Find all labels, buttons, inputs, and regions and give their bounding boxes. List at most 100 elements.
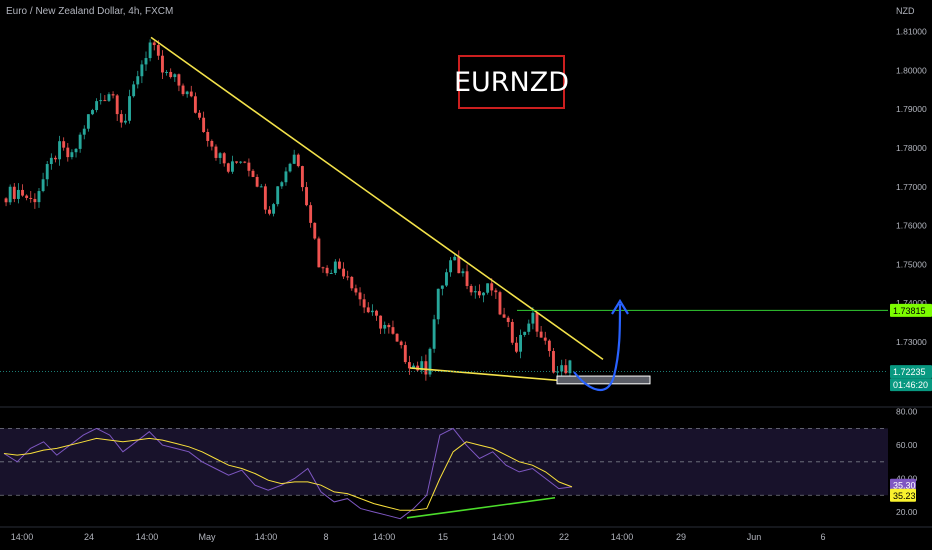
candle-body bbox=[420, 361, 424, 371]
candle-body bbox=[502, 314, 506, 318]
candle-body bbox=[514, 342, 518, 352]
candle-body bbox=[181, 85, 185, 95]
candle-body bbox=[189, 91, 193, 97]
candle-body bbox=[486, 283, 490, 293]
candle-body bbox=[354, 288, 358, 293]
candle-body bbox=[284, 171, 288, 183]
candle-body bbox=[263, 186, 267, 210]
candle-body bbox=[329, 273, 333, 275]
y-tick-label: 1.80000 bbox=[896, 65, 927, 75]
x-tick-label: 14:00 bbox=[611, 532, 634, 542]
candle-body bbox=[210, 140, 214, 147]
candle-body bbox=[366, 307, 370, 313]
candle-body bbox=[362, 299, 366, 308]
y-tick-label: 1.81000 bbox=[896, 27, 927, 37]
candle-body bbox=[288, 163, 292, 172]
candle-body bbox=[202, 117, 206, 133]
candle-body bbox=[165, 71, 169, 73]
x-tick-label: 14:00 bbox=[255, 532, 278, 542]
candle-body bbox=[309, 205, 313, 223]
candle-body bbox=[300, 166, 304, 188]
resistance-trendline bbox=[150, 36, 604, 361]
candle-body bbox=[111, 94, 115, 96]
pair-label-box bbox=[458, 55, 565, 109]
y-tick-label: 1.74000 bbox=[896, 298, 927, 308]
candle-body bbox=[395, 333, 399, 342]
target-level-badge bbox=[890, 303, 932, 317]
x-tick-label: 29 bbox=[676, 532, 686, 542]
x-tick-label: May bbox=[198, 532, 216, 542]
candle-body bbox=[4, 198, 8, 203]
candle-body bbox=[436, 288, 440, 320]
y-tick-label: 1.76000 bbox=[896, 221, 927, 231]
candle-body bbox=[259, 186, 263, 188]
candle-body bbox=[49, 157, 53, 165]
candle-body bbox=[531, 312, 535, 324]
candle-body bbox=[552, 351, 555, 373]
candle-body bbox=[457, 256, 461, 274]
candle-body bbox=[16, 189, 20, 199]
candle-body bbox=[321, 267, 325, 269]
y-tick-label: 1.77000 bbox=[896, 182, 927, 192]
x-tick-label: 15 bbox=[438, 532, 448, 542]
candle-body bbox=[494, 290, 498, 293]
candle-body bbox=[477, 291, 481, 296]
rsi-tick-label: 80.00 bbox=[896, 407, 918, 417]
candle-body bbox=[45, 164, 49, 180]
candle-body bbox=[177, 74, 181, 86]
candle-body bbox=[54, 157, 57, 160]
rsi-value-badge bbox=[890, 478, 916, 492]
candle-body bbox=[379, 315, 383, 329]
x-tick-label: 14:00 bbox=[11, 532, 34, 542]
candle-body bbox=[317, 238, 321, 268]
candle-body bbox=[123, 120, 127, 123]
last-price-text: 1.72235 bbox=[893, 367, 926, 377]
candle-body bbox=[490, 283, 494, 291]
candle-body bbox=[272, 204, 276, 214]
candle-body bbox=[156, 45, 160, 56]
candle-body bbox=[527, 323, 531, 332]
candle-body bbox=[37, 191, 41, 203]
candle-body bbox=[346, 276, 350, 278]
candle-body bbox=[523, 331, 527, 335]
candle-body bbox=[91, 110, 94, 115]
candle-body bbox=[161, 55, 164, 73]
candle-body bbox=[214, 146, 218, 158]
candle-body bbox=[465, 271, 469, 286]
candle-body bbox=[255, 176, 259, 187]
candle-body bbox=[95, 101, 99, 111]
candle-body bbox=[547, 340, 551, 352]
y-tick-label: 1.78000 bbox=[896, 143, 927, 153]
candle-body bbox=[144, 58, 148, 65]
candle-body bbox=[251, 170, 255, 177]
candle-body bbox=[185, 91, 189, 95]
last-price-badge bbox=[890, 365, 932, 379]
candle-body bbox=[469, 285, 473, 293]
countdown-text: 01:46:20 bbox=[893, 380, 928, 390]
candle-body bbox=[235, 161, 238, 163]
candle-body bbox=[461, 271, 465, 274]
candle-body bbox=[62, 141, 66, 148]
candle-body bbox=[560, 365, 564, 372]
candle-body bbox=[375, 310, 378, 316]
target-level-text: 1.73815 bbox=[893, 306, 926, 316]
candle-body bbox=[230, 161, 234, 172]
projection-arrow bbox=[573, 303, 622, 392]
candle-body bbox=[70, 152, 74, 158]
candle-body bbox=[333, 261, 337, 274]
x-tick-label: 24 bbox=[84, 532, 94, 542]
candle-body bbox=[305, 187, 308, 206]
candle-body bbox=[136, 76, 140, 85]
candle-body bbox=[510, 321, 514, 343]
candle-body bbox=[482, 292, 485, 296]
candle-body bbox=[239, 161, 243, 163]
countdown-badge bbox=[890, 378, 932, 392]
candle-body bbox=[12, 186, 16, 199]
candle-body bbox=[519, 334, 522, 352]
candle-body bbox=[82, 128, 86, 135]
candle-body bbox=[29, 197, 33, 199]
y-tick-label: 1.73000 bbox=[896, 337, 927, 347]
rsi-ma-value-badge bbox=[890, 488, 916, 502]
